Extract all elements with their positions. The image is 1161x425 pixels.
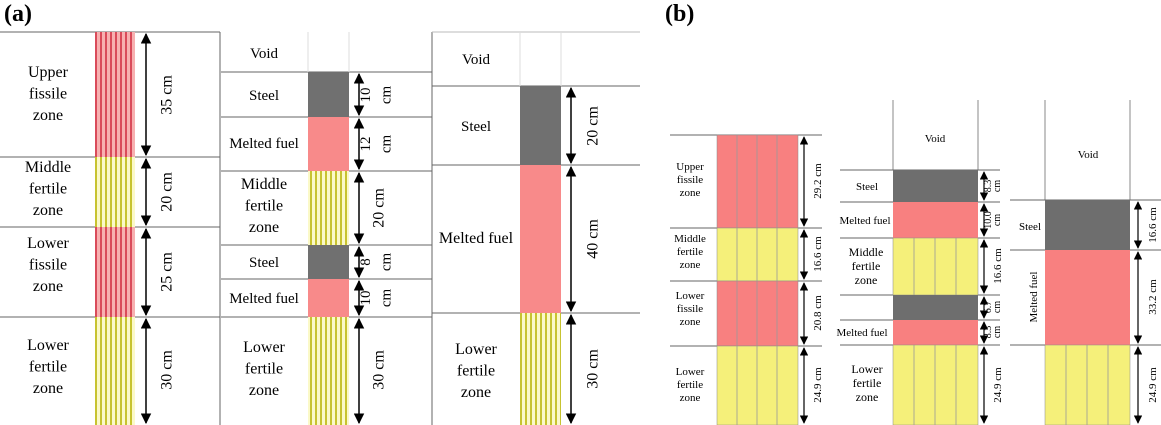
dimension-label: 35 cm [159,75,176,115]
dimension-label: 30 cm [371,350,388,390]
dimension-label: 20 cm [371,188,388,228]
dimension-label: 24.9 cm [992,367,1004,403]
panel-a-column-1: Upper fissile zone Middle fertile zone Lower… [0,31,221,425]
dimension-label: 8.3cm [983,326,1003,339]
dimension-label: 33.2 cm [1147,279,1159,315]
panel-b-column-1: Upper fissile zone Middle fertile zone Lower… [670,134,824,425]
melted-fuel-block [893,320,978,345]
zone-label: Upper fissile zone [676,161,704,199]
middle-fertile-zone-block [716,227,799,282]
steel-block [893,170,978,202]
lower-fertile-zone-block [95,317,135,425]
middle-fertile-zone-block [95,157,135,227]
zone-label: Melted fuel [839,215,890,227]
steel-block [1045,200,1130,250]
zone-label: Steel [856,181,878,193]
zone-label: Upper fissile zone [28,64,69,124]
zone-label: Middle fertile zone [241,176,287,236]
zone-label: Void [925,133,946,145]
lower-fertile-zone-block [716,345,799,425]
lower-fissile-zone-block [95,227,135,317]
zone-label: Melted fuel [1028,271,1040,322]
melted-fuel-block [520,165,561,313]
dimension-label: 24.9 cm [812,367,824,403]
zone-label: Lower fertile zone [851,362,882,404]
zone-label: Melted fuel [229,291,299,307]
steel-block [308,245,349,279]
zone-label: Lower fissile zone [27,235,69,295]
zone-label: Middle fertile zone [674,233,706,271]
dimension-label: 20 cm [159,172,176,212]
zone-label: Steel [1019,221,1041,233]
dimension-label: 10 cm [358,86,394,105]
dimension-label: 30 cm [585,349,602,389]
zone-label: Middle fertile zone [25,159,71,219]
panel-a-label: (a) [4,1,32,27]
melted-fuel-block [893,202,978,238]
zone-label: Lower fissile zone [676,290,705,328]
panel-b-column-2: Void Steel Melted fuel Middle fertile zone… [836,100,1004,425]
dimension-label: 40 cm [585,219,602,259]
dimension-label: 20 cm [585,106,602,146]
dimension-label: 16.6 cm [1147,207,1159,243]
melted-fuel-block [1045,250,1130,345]
lower-fertile-zone-block [1044,344,1131,425]
zone-label: Void [462,52,491,68]
dimension-label: 8.3cm [983,180,1003,193]
dimension-label: 16.6 cm [992,248,1004,284]
zone-label: Lower fertile zone [676,366,705,404]
lower-fertile-zone-block [892,344,979,425]
dimension-label: 30 cm [159,350,176,390]
panel-b-label: (b) [665,1,694,27]
middle-fertile-zone-block [308,171,349,245]
dimension-label: 10 cm [358,289,394,308]
upper-fissile-zone-block [95,32,135,157]
melted-fuel-block [308,117,349,171]
zone-label: Void [250,46,279,62]
dimension-label: 10.0cm [983,211,1003,229]
dimension-label: 8 cm [358,253,394,272]
panel-a-column-3: Void Steel Melted fuel Lower fertile zone … [432,31,640,425]
lower-fertile-zone-block [520,313,561,425]
zone-label: Middle fertile zone [849,245,884,287]
dimension-label: 20.8 cm [812,295,824,331]
zone-label: Lower fertile zone [455,341,497,401]
middle-fertile-zone-block [892,237,979,296]
dimension-label: 6.7cm [983,301,1003,314]
dimension-label: 24.9 cm [1147,367,1159,403]
steel-block [520,86,561,165]
zone-label: Melted fuel [229,136,299,152]
melted-fuel-block [308,279,349,317]
zone-label: Steel [249,88,279,104]
panel-a-column-2: Void Steel Melted fuel Middle fertile zone… [221,32,433,425]
zone-label: Lower fertile zone [27,337,69,397]
lower-fertile-zone-block [308,317,349,425]
dimension-label: 29.2 cm [812,163,824,199]
panel-b-column-3: Void Steel Melted fuel 16.6 cm 33.2 cm 2… [1010,100,1161,425]
zone-label: Lower fertile zone [243,339,285,399]
dimension-label: 16.6 cm [812,236,824,272]
zone-label: Melted fuel [836,327,887,339]
lower-fissile-zone-block [716,280,799,347]
zone-label: Melted fuel [439,230,514,247]
zone-label: Steel [461,119,491,135]
upper-fissile-zone-block [716,134,799,229]
zone-label: Void [1078,149,1099,161]
steel-block [893,295,978,320]
dimension-label: 25 cm [159,252,176,292]
dimension-label: 12 cm [358,135,394,154]
zone-label: Steel [249,255,279,271]
steel-block [308,72,349,117]
